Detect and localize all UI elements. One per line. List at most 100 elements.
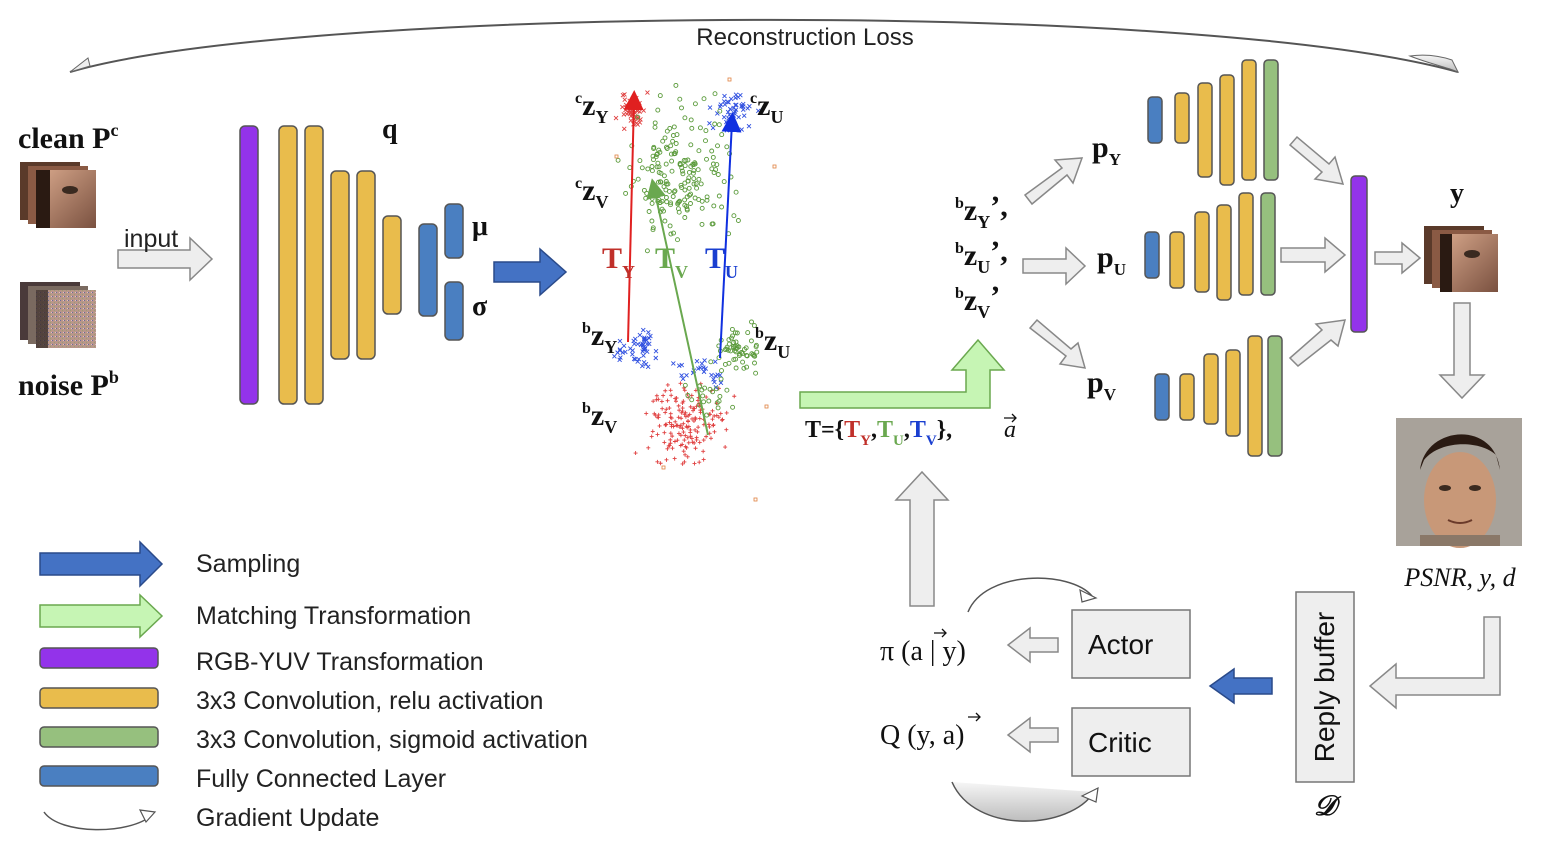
- legend-sigmoid-swatch: [39, 726, 159, 748]
- latent-point: [672, 456, 677, 461]
- latent-point: [655, 107, 661, 113]
- latent-point: [682, 382, 688, 388]
- to-decoder-v-arrow: [1028, 318, 1087, 369]
- latent-point: [623, 190, 629, 196]
- latent-point: [651, 146, 657, 151]
- latent-point: [744, 364, 750, 370]
- latent-point: [664, 422, 669, 427]
- latent-point: [665, 382, 670, 387]
- latent-point: [745, 330, 751, 336]
- latent-point: [693, 446, 698, 451]
- input-arrow-label: input: [124, 225, 178, 253]
- q-value-label: Q (y, a): [880, 712, 981, 751]
- latent-point: [682, 197, 688, 203]
- output-label: y: [1450, 178, 1464, 209]
- latent-point: [689, 436, 694, 441]
- latent-point: [637, 158, 643, 164]
- latent-point: [682, 215, 688, 220]
- latent-point: [669, 158, 675, 164]
- actor-to-policy-arrow: [1006, 626, 1059, 664]
- latent-point: [654, 152, 660, 157]
- latent-point: [649, 434, 654, 439]
- latent-point: [697, 125, 703, 131]
- latent-point: [710, 154, 716, 160]
- input-arrow: [117, 236, 214, 282]
- action-vector-label: a: [1004, 413, 1017, 443]
- latent-point: [682, 187, 688, 193]
- critic-label: Critic: [1088, 727, 1152, 758]
- latent-point: [724, 427, 729, 432]
- latent-point: [686, 175, 692, 181]
- latent-point: [662, 218, 668, 224]
- latent-point: [653, 348, 659, 354]
- latent-point: [716, 398, 722, 404]
- latent-point: [631, 338, 637, 344]
- latent-scatter: [612, 77, 777, 502]
- latent-point: [668, 202, 673, 208]
- latent-point: [740, 107, 746, 113]
- latent-point: [656, 412, 661, 417]
- latent-point: [668, 200, 674, 206]
- latent-point: [634, 95, 639, 101]
- latent-point: [728, 96, 734, 102]
- latent-point: [682, 163, 688, 169]
- latent-point: [731, 345, 737, 351]
- latent-point: [671, 124, 677, 130]
- latent-point: [670, 361, 676, 366]
- latent-point: [710, 408, 715, 413]
- latent-point: [684, 206, 690, 212]
- transform-arrow-y: [623, 90, 644, 343]
- latent-bzv: bzV: [582, 399, 617, 437]
- latent-point: [649, 168, 655, 174]
- latent-point: [772, 164, 777, 169]
- latent-point: [696, 425, 701, 430]
- latent-point: [668, 431, 673, 436]
- latent-point: [617, 338, 623, 344]
- latent-point: [646, 335, 652, 341]
- latent-point: [617, 347, 623, 352]
- decoder-conv-layer: [1179, 373, 1195, 421]
- latent-point: [667, 223, 673, 229]
- latent-point: [753, 342, 759, 348]
- latent-point: [637, 332, 643, 338]
- latent-point: [727, 106, 733, 112]
- latent-point: [707, 105, 713, 110]
- latent-point: [630, 352, 635, 357]
- latent-point: [685, 435, 690, 440]
- latent-point: [686, 185, 692, 191]
- latent-point: [645, 166, 651, 172]
- latent-point: [749, 319, 754, 325]
- latent-point: [663, 161, 669, 167]
- latent-point: [731, 340, 737, 345]
- latent-point: [676, 363, 682, 369]
- latent-point: [711, 376, 716, 382]
- latent-point: [639, 165, 645, 171]
- decoder-sigmoid-layer: [1267, 335, 1283, 457]
- latent-point: [670, 194, 676, 199]
- latent-point: [641, 108, 646, 113]
- latent-point: [701, 369, 707, 375]
- latent-point: [706, 422, 711, 427]
- encoder-conv-layer: [356, 170, 376, 360]
- latent-point: [680, 442, 685, 447]
- decoder-conv-layer: [1241, 59, 1257, 181]
- latent-point: [719, 132, 725, 138]
- latent-point: [641, 336, 647, 342]
- latent-point: [709, 166, 715, 172]
- latent-point: [697, 416, 702, 421]
- latent-point: [644, 190, 650, 196]
- legend-label-rgb-yuv: RGB-YUV Transformation: [196, 648, 484, 676]
- latent-point: [701, 457, 706, 462]
- latent-point: [688, 142, 694, 148]
- latent-point: [726, 100, 731, 105]
- latent-point: [615, 157, 621, 163]
- noisy-face-image: [20, 282, 96, 348]
- transform-label-tv: TV: [655, 242, 688, 282]
- restored-face-photo: [1396, 418, 1522, 548]
- latent-point: [722, 93, 727, 99]
- latent-point: [712, 379, 717, 385]
- latent-point: [673, 399, 678, 404]
- latent-point: [750, 352, 756, 358]
- latent-point: [670, 446, 675, 451]
- legend: Sampling Matching Transformation RGB-YUV…: [39, 540, 588, 832]
